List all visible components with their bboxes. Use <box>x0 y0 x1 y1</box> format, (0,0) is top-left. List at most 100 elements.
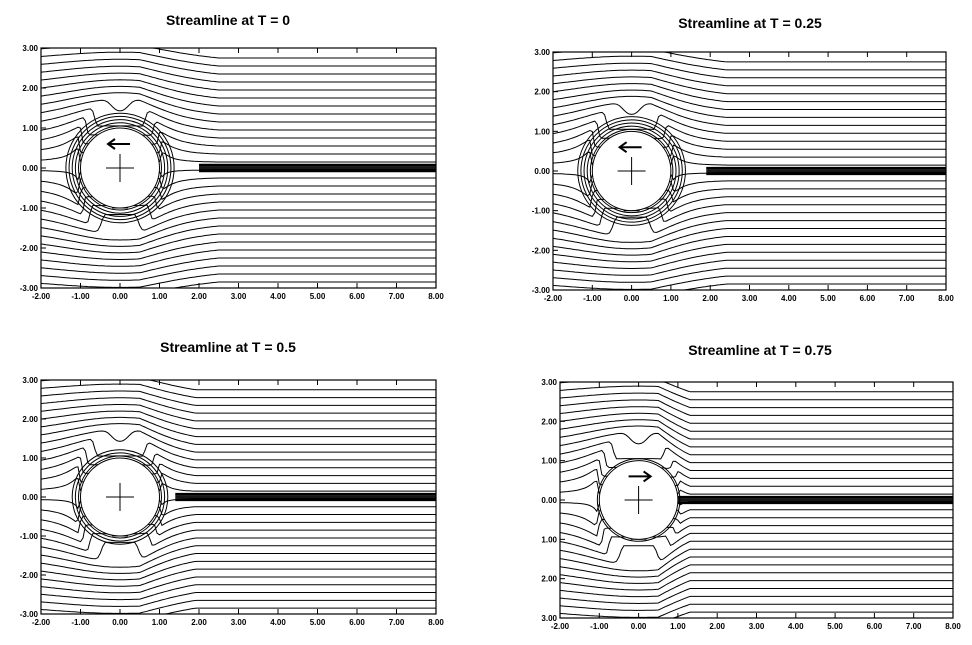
y-tick-label: 0.00 <box>541 496 557 505</box>
streamline <box>40 217 436 241</box>
streamlines <box>559 381 953 619</box>
streamline <box>559 399 953 416</box>
streamline <box>552 228 946 250</box>
wake <box>706 166 946 176</box>
y-tick-label: 3.00 <box>22 44 38 53</box>
body-ring <box>586 125 677 217</box>
body-rings <box>577 116 686 226</box>
body-rings <box>71 449 169 545</box>
body-rings <box>65 112 175 224</box>
x-tick-label: 1.00 <box>152 292 168 301</box>
streamline <box>552 62 946 79</box>
x-tick-label: 0.00 <box>631 622 647 631</box>
x-tick-label: 8.00 <box>428 618 444 627</box>
y-tick-label: 2.00 <box>22 84 38 93</box>
streamline <box>559 441 953 464</box>
x-tick-label: 7.00 <box>389 292 405 301</box>
streamline <box>559 385 953 401</box>
y-tick-label: 1.00 <box>22 454 38 463</box>
wake <box>199 163 436 173</box>
streamline <box>559 425 953 448</box>
streamline <box>40 85 436 107</box>
streamline <box>559 595 953 611</box>
x-tick-label: 2.00 <box>709 622 725 631</box>
x-tick-label: -2.00 <box>544 294 563 303</box>
x-tick-label: 6.00 <box>349 618 365 627</box>
streamline <box>552 89 946 110</box>
x-tick-label: -2.00 <box>32 618 51 627</box>
streamline <box>40 568 436 587</box>
x-tick-label: 3.00 <box>742 294 758 303</box>
y-tick-label: 1.00 <box>541 457 557 466</box>
streamline <box>552 220 946 243</box>
y-axis: 3.00 2.00 1.00 0.00 -1.00 -2.00 -3.00 <box>20 376 46 619</box>
streamline <box>552 267 946 283</box>
y-tick-label: 2.00 <box>534 88 550 97</box>
streamline <box>552 76 946 95</box>
streamline <box>40 273 436 288</box>
body-ring <box>580 119 683 223</box>
streamline <box>40 99 436 123</box>
y-tick-label: 1.00 <box>541 535 557 544</box>
x-tick-label: -1.00 <box>590 622 609 631</box>
streamline <box>552 69 946 87</box>
x-axis: -2.00 -1.00 0.00 1.00 2.00 3.00 4.00 5.00 6.00 7.… <box>32 380 444 627</box>
x-axis: -2.00 -1.00 0.00 1.00 2.00 3.00 4.00 5.00 6.00 7.… <box>551 382 961 631</box>
y-tick-label: 0.00 <box>534 167 550 176</box>
y-tick-label: 1.00 <box>22 124 38 133</box>
streamline <box>40 576 436 594</box>
center-cross <box>106 483 134 511</box>
x-tick-label: 5.00 <box>310 292 326 301</box>
x-tick-label: 2.00 <box>191 618 207 627</box>
rotation-arrow <box>106 138 130 150</box>
body-ring <box>596 458 681 542</box>
arrow-head <box>617 141 628 154</box>
streamline <box>40 592 436 607</box>
body-ring <box>65 112 175 224</box>
x-tick-label: 5.00 <box>820 294 836 303</box>
y-tick-label: -1.00 <box>20 204 39 213</box>
body-ring <box>589 128 674 214</box>
streamline <box>40 404 436 422</box>
streamline <box>559 580 953 598</box>
streamline <box>40 225 436 247</box>
y-tick-label: -1.00 <box>532 207 551 216</box>
streamline <box>40 257 436 274</box>
streamline <box>40 390 436 406</box>
streamline <box>559 556 953 578</box>
y-tick-label: -2.00 <box>20 244 39 253</box>
streamline <box>40 51 436 67</box>
streamline <box>40 265 436 281</box>
x-tick-label: 7.00 <box>389 618 405 627</box>
y-tick-label: 1.00 <box>534 127 550 136</box>
x-tick-label: 3.00 <box>749 622 765 631</box>
x-tick-label: 6.00 <box>860 294 876 303</box>
y-tick-label: -3.00 <box>532 286 551 295</box>
x-tick-label: -1.00 <box>71 618 90 627</box>
streamline <box>40 430 436 453</box>
body-ring <box>577 116 686 226</box>
rotation-arrow <box>617 141 642 154</box>
streamline <box>559 564 953 584</box>
streamline <box>559 572 953 591</box>
streamline <box>559 406 953 424</box>
y-tick-label: 2.00 <box>541 575 557 584</box>
x-tick-label: 4.00 <box>270 292 286 301</box>
streamline <box>40 79 436 99</box>
y-tick-label: -2.00 <box>20 571 39 580</box>
body-ring <box>583 122 680 220</box>
streamline <box>40 72 436 91</box>
y-tick-label: -2.00 <box>532 246 551 255</box>
wake <box>670 495 953 505</box>
panel-title: Streamline at T = 0 <box>165 12 291 28</box>
streamline <box>40 584 436 601</box>
streamline <box>559 392 953 409</box>
streamline <box>552 259 946 276</box>
x-axis: -2.00 -1.00 0.00 1.00 2.00 3.00 4.00 5.00 6.00 7.… <box>544 52 954 303</box>
streamline <box>559 412 953 432</box>
panel-title: Streamline at T = 0.75 <box>688 342 832 358</box>
x-tick-label: -2.00 <box>32 292 51 301</box>
